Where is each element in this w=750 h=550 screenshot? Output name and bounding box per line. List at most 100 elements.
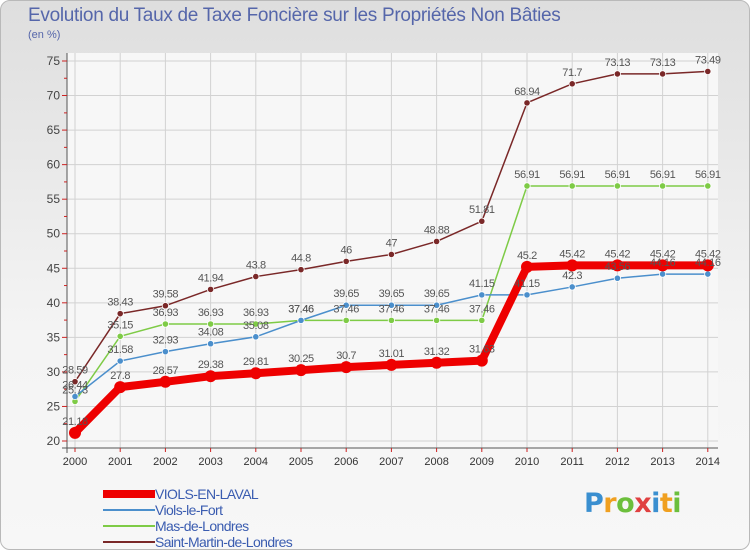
data-point-viols-le-fort [71, 392, 79, 401]
data-point-mas-de-londres [161, 320, 169, 328]
x-tick-label: 2012 [605, 456, 629, 468]
data-label-viols-le-fort: 39.65 [424, 288, 450, 300]
data-point-saint-martin-de-londres [207, 285, 215, 294]
data-point-mas-de-londres [252, 320, 260, 328]
data-label-mas-de-londres: 36.93 [198, 307, 224, 319]
data-point-viols-le-fort [342, 301, 350, 309]
data-label-saint-martin-de-londres: 73.13 [605, 57, 631, 69]
legend-label: VIOLS-EN-LAVAL [155, 486, 259, 502]
x-tick-label: 2010 [515, 456, 539, 468]
data-label-mas-de-londres: 36.93 [153, 307, 179, 319]
data-point-viols-en-laval [611, 259, 624, 272]
data-label-saint-martin-de-londres: 51.81 [469, 204, 495, 216]
data-label-saint-martin-de-londres: 73.49 [695, 54, 721, 66]
data-label-mas-de-londres: 37.46 [424, 303, 450, 315]
data-label-saint-martin-de-londres: 28.59 [62, 365, 88, 377]
y-tick-label: 75 [47, 54, 61, 68]
data-label-viols-en-laval: 45.42 [605, 248, 631, 260]
data-point-viols-le-fort [523, 291, 531, 299]
data-label-viols-en-laval: 21.18 [62, 416, 88, 428]
data-label-viols-en-laval: 45.42 [650, 248, 676, 260]
data-point-viols-le-fort [387, 301, 395, 309]
data-label-saint-martin-de-londres: 39.58 [153, 289, 179, 301]
y-tick-label: 20 [47, 434, 61, 448]
data-label-viols-le-fort: 42.3 [562, 270, 582, 282]
data-label-saint-martin-de-londres: 47 [386, 237, 398, 249]
x-tick-label: 2009 [470, 456, 494, 468]
data-label-viols-le-fort: 34.08 [198, 327, 224, 339]
data-label-mas-de-londres: 37.46 [333, 303, 359, 315]
data-point-mas-de-londres [387, 316, 395, 324]
data-point-mas-de-londres [523, 182, 531, 190]
y-tick-label: 50 [47, 227, 61, 241]
data-label-saint-martin-de-londres: 44.8 [291, 253, 311, 265]
data-point-viols-en-laval [701, 259, 714, 272]
data-point-viols-en-laval [385, 358, 398, 371]
y-axis-unit: (en %) [28, 29, 61, 41]
data-point-viols-le-fort [432, 301, 441, 309]
data-label-mas-de-londres: 37.46 [379, 303, 405, 315]
data-label-viols-le-fort: 41.15 [469, 278, 495, 290]
x-tick-label: 2003 [198, 456, 222, 468]
data-point-viols-en-laval [566, 259, 579, 272]
data-point-viols-le-fort [297, 316, 305, 324]
data-label-mas-de-londres: 37.46 [288, 303, 314, 315]
x-tick-label: 2014 [696, 456, 720, 468]
y-tick-label: 45 [47, 261, 61, 275]
legend-label: Mas-de-Londres [155, 518, 249, 534]
data-point-mas-de-londres [207, 320, 215, 328]
data-label-viols-le-fort: 26.44 [62, 380, 88, 392]
data-point-saint-martin-de-londres [568, 80, 576, 88]
data-label-mas-de-londres: 56.91 [559, 169, 585, 181]
chart-title: Evolution du Taux de Taxe Foncière sur l… [28, 5, 561, 26]
y-tick-label: 55 [47, 192, 61, 206]
x-tick-label: 2011 [560, 456, 584, 468]
data-point-mas-de-londres [658, 182, 667, 190]
data-label-viols-le-fort: 32.93 [153, 335, 179, 347]
data-label-viols-le-fort: 31.58 [107, 344, 133, 356]
y-tick-label: 35 [47, 330, 61, 344]
legend-swatch [103, 490, 155, 498]
logo-letter: o [616, 488, 635, 519]
data-point-viols-en-laval [430, 356, 443, 369]
data-label-mas-de-londres: 35.15 [107, 319, 133, 331]
logo-letter: i [651, 488, 660, 519]
legend-swatch [103, 541, 155, 543]
logo-letter: x [634, 488, 652, 519]
data-point-viols-en-laval [340, 361, 353, 374]
data-point-saint-martin-de-londres [252, 272, 260, 281]
x-tick-label: 2006 [334, 456, 358, 468]
data-label-saint-martin-de-londres: 46 [340, 244, 352, 256]
data-point-mas-de-londres [704, 182, 712, 190]
data-label-viols-en-laval: 31.01 [379, 348, 405, 360]
proxiti-logo: Proxiti [584, 488, 682, 519]
data-point-mas-de-londres [116, 332, 124, 340]
data-point-viols-en-laval [295, 364, 307, 377]
data-label-viols-en-laval: 31.32 [424, 346, 450, 358]
data-label-mas-de-londres: 56.91 [605, 169, 631, 181]
data-point-viols-le-fort [613, 274, 622, 282]
legend-swatch [103, 509, 155, 511]
data-label-viols-le-fort: 35.08 [243, 320, 269, 332]
data-label-viols-en-laval: 31.63 [469, 344, 495, 356]
data-point-viols-en-laval [69, 426, 81, 439]
data-label-mas-de-londres: 25.73 [62, 384, 88, 396]
data-point-viols-le-fort [704, 270, 712, 278]
data-point-viols-le-fort [658, 270, 667, 278]
y-tick-label: 25 [47, 399, 61, 413]
data-label-viols-en-laval: 29.38 [198, 359, 224, 371]
data-point-saint-martin-de-londres [613, 70, 622, 78]
data-point-viols-le-fort [161, 348, 169, 356]
y-tick-label: 65 [47, 123, 61, 137]
data-point-viols-le-fort [116, 357, 124, 365]
data-label-viols-le-fort: 44.16 [695, 257, 721, 269]
data-label-viols-le-fort: 37.46 [288, 303, 314, 315]
data-point-viols-en-laval [204, 370, 217, 383]
data-point-viols-en-laval [656, 259, 669, 272]
data-point-saint-martin-de-londres [297, 266, 305, 274]
data-point-viols-le-fort [568, 283, 576, 291]
y-tick-label: 40 [47, 296, 61, 310]
x-tick-label: 2013 [650, 456, 674, 468]
